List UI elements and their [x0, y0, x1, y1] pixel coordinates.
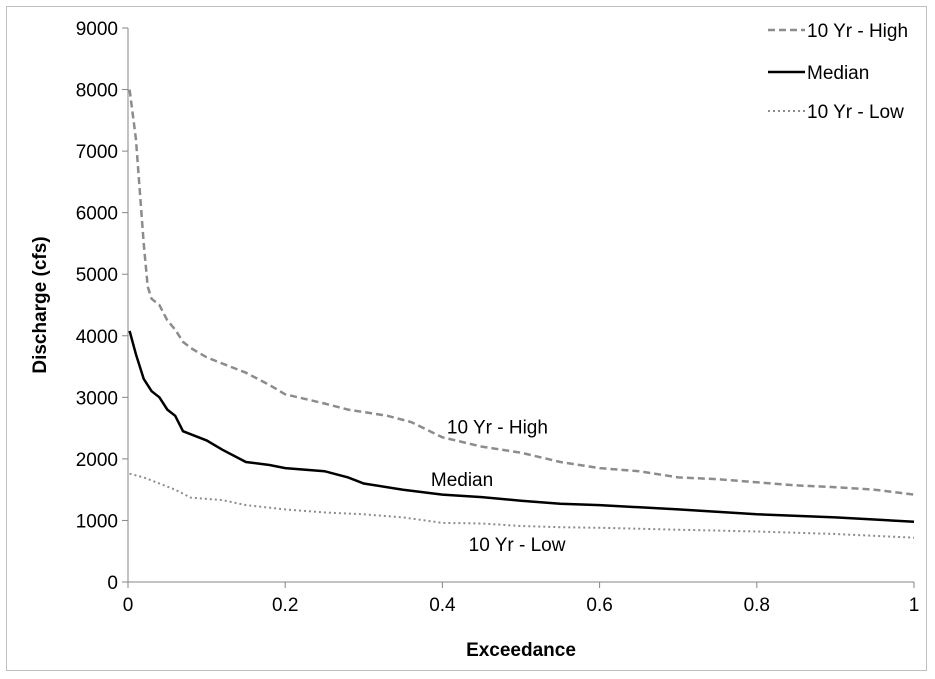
- legend-label-0: 10 Yr - High: [807, 21, 908, 42]
- series-line-1: [128, 330, 915, 523]
- y-tick-label: 2000: [76, 450, 118, 471]
- series-line-2: [129, 472, 915, 539]
- y-tick-label: 9000: [76, 19, 118, 40]
- x-axis-title: Exceedance: [466, 640, 576, 661]
- y-tick-label: 4000: [76, 327, 118, 348]
- x-tick-label: 0.6: [586, 595, 612, 616]
- y-tick-label: 8000: [76, 81, 118, 102]
- y-tick-label: 3000: [76, 388, 118, 409]
- y-tick-label: 6000: [76, 204, 118, 225]
- y-tick-label: 0: [107, 573, 118, 594]
- legend-label-2: 10 Yr - Low: [807, 102, 904, 123]
- x-tick-label: 0: [123, 595, 134, 616]
- y-tick-label: 1000: [76, 511, 118, 532]
- y-tick-label: 7000: [76, 142, 118, 163]
- series-line-0: [128, 89, 915, 496]
- x-tick-label: 0.4: [429, 595, 456, 616]
- x-tick-label: 0.2: [272, 595, 298, 616]
- legend-label-1: Median: [807, 63, 869, 84]
- x-tick-label: 1: [909, 595, 920, 616]
- annotation-2: 10 Yr - Low: [469, 535, 566, 556]
- annotation-1: Median: [431, 470, 493, 491]
- x-tick-label: 0.8: [744, 595, 770, 616]
- y-axis-title: Discharge (cfs): [30, 236, 51, 373]
- chart-frame: [6, 6, 927, 671]
- annotation-0: 10 Yr - High: [447, 417, 548, 438]
- y-tick-label: 5000: [76, 265, 118, 286]
